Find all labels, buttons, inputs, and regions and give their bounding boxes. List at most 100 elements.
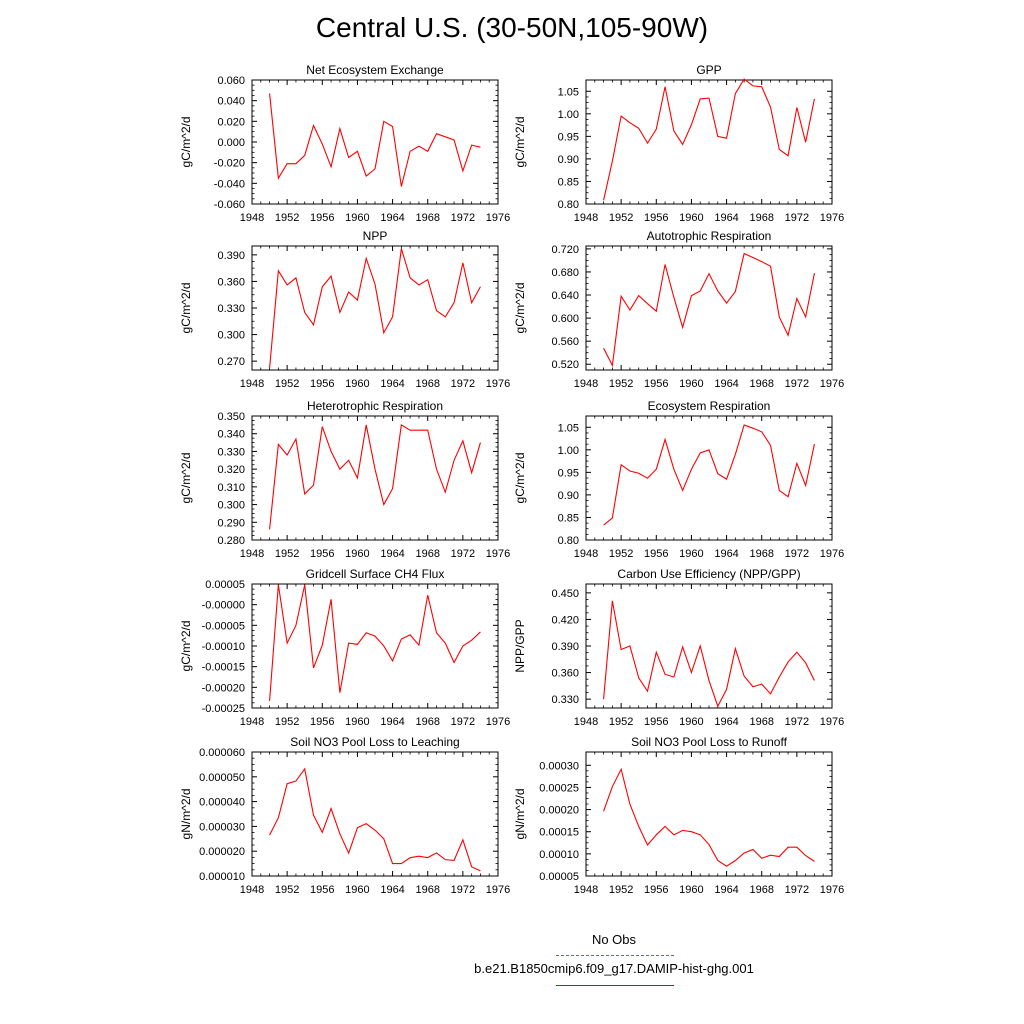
chart-panel-1: GPP gC/m^2/d 1948 1952 1956 1960 1964 1968 1972 1… (513, 63, 844, 224)
legend-line-no-obs (556, 955, 674, 956)
x-tick-label: 1968 (749, 884, 773, 896)
y-axis-label: gC/m^2/d (513, 283, 527, 334)
page-title: Central U.S. (30-50N,105-90W) (315, 12, 709, 43)
legend-label-no-obs: No Obs (591, 932, 637, 947)
y-tick-label: 0.350 (217, 411, 245, 423)
y-tick-label: 0.390 (551, 641, 579, 653)
x-tick-label: 1972 (785, 884, 809, 896)
y-tick-label: 0.360 (217, 276, 245, 288)
x-tick-label: 1952 (275, 716, 299, 728)
x-tick-label: 1948 (574, 716, 598, 728)
y-tick-label: 0.00025 (539, 782, 579, 794)
y-tick-label: 0.720 (551, 244, 579, 256)
x-tick-label: 1976 (820, 548, 844, 560)
y-tick-label: -0.00000 (202, 600, 245, 612)
x-tick-label: 1964 (714, 548, 738, 560)
y-tick-label: 0.000050 (199, 772, 245, 784)
y-tick-label: 0.060 (217, 75, 245, 87)
y-tick-label: 0.00030 (539, 760, 579, 772)
series-line-0 (269, 423, 481, 530)
x-tick-label: 1972 (785, 212, 809, 224)
x-tick-label: 1968 (415, 378, 439, 390)
y-tick-label: 0.420 (551, 614, 579, 626)
x-tick-label: 1976 (486, 548, 510, 560)
x-tick-label: 1968 (749, 716, 773, 728)
x-tick-label: 1948 (240, 212, 264, 224)
x-tick-label: 1972 (785, 716, 809, 728)
y-tick-label: 0.340 (217, 429, 245, 441)
x-tick-label: 1972 (451, 548, 475, 560)
x-tick-label: 1964 (380, 212, 404, 224)
x-tick-label: 1952 (275, 378, 299, 390)
y-tick-label: 0.000060 (199, 747, 245, 759)
y-tick-label: 0.00005 (205, 579, 245, 591)
y-tick-label: 0.280 (217, 535, 245, 547)
y-tick-label: 1.00 (558, 109, 579, 121)
y-tick-label: 0.000030 (199, 821, 245, 833)
x-tick-label: 1956 (310, 548, 334, 560)
y-tick-label: 0.270 (217, 356, 245, 368)
y-axis-label: gC/m^2/d (179, 453, 193, 504)
y-tick-label: -0.060 (214, 199, 245, 211)
chart-title: Autotrophic Respiration (647, 229, 772, 243)
x-tick-label: 1976 (820, 884, 844, 896)
y-tick-label: 0.640 (551, 290, 579, 302)
y-axis-label: NPP/GPP (513, 619, 527, 672)
x-tick-label: 1976 (486, 716, 510, 728)
x-tick-label: 1968 (415, 884, 439, 896)
x-tick-label: 1960 (679, 378, 703, 390)
x-tick-label: 1968 (415, 716, 439, 728)
y-tick-label: 0.90 (558, 154, 579, 166)
x-tick-label: 1976 (486, 378, 510, 390)
chart-title: Soil NO3 Pool Loss to Runoff (631, 735, 788, 749)
y-tick-label: 0.020 (217, 116, 245, 128)
chart-title: Net Ecosystem Exchange (306, 63, 444, 77)
y-tick-label: 0.95 (558, 131, 579, 143)
series-line-0 (603, 424, 815, 526)
x-tick-label: 1956 (310, 884, 334, 896)
x-tick-label: 1972 (451, 212, 475, 224)
plot-frame (251, 583, 499, 709)
x-tick-label: 1952 (609, 716, 633, 728)
y-tick-label: 1.05 (558, 422, 579, 434)
x-tick-label: 1964 (380, 716, 404, 728)
x-tick-label: 1960 (679, 716, 703, 728)
y-tick-label: 0.520 (551, 359, 579, 371)
x-tick-label: 1948 (240, 548, 264, 560)
x-tick-label: 1948 (574, 548, 598, 560)
y-tick-label: 1.00 (558, 445, 579, 457)
x-tick-label: 1948 (240, 716, 264, 728)
y-tick-label: 0.000020 (199, 846, 245, 858)
legend-line-run (556, 985, 674, 986)
x-tick-label: 1972 (785, 378, 809, 390)
x-tick-label: 1964 (380, 548, 404, 560)
series-line-0 (603, 600, 815, 708)
x-tick-label: 1964 (380, 378, 404, 390)
y-tick-label: 0.390 (217, 250, 245, 262)
y-tick-label: -0.040 (214, 178, 245, 190)
y-tick-label: 0.300 (217, 500, 245, 512)
y-tick-label: 0.85 (558, 176, 579, 188)
x-tick-label: 1952 (609, 212, 633, 224)
x-tick-label: 1952 (609, 548, 633, 560)
chart-panel-9: Soil NO3 Pool Loss to Runoff gN/m^2/d 1948… (513, 735, 844, 896)
x-tick-label: 1948 (240, 378, 264, 390)
x-tick-label: 1968 (749, 212, 773, 224)
y-tick-label: 0.00005 (539, 871, 579, 883)
chart-title: Soil NO3 Pool Loss to Leaching (290, 735, 459, 749)
x-tick-label: 1964 (714, 716, 738, 728)
x-tick-label: 1968 (749, 548, 773, 560)
chart-panel-7: Carbon Use Efficiency (NPP/GPP) NPP/GPP 19… (513, 567, 844, 728)
y-axis-label: gC/m^2/d (179, 117, 193, 168)
x-tick-label: 1948 (574, 378, 598, 390)
x-tick-label: 1956 (644, 378, 668, 390)
chart-panel-8: Soil NO3 Pool Loss to Leaching gN/m^2/d 19… (179, 735, 510, 896)
y-tick-label: 0.00010 (539, 849, 579, 861)
y-tick-label: 0.330 (217, 303, 245, 315)
x-tick-label: 1964 (714, 884, 738, 896)
chart-title: Heterotrophic Respiration (307, 399, 443, 413)
chart-panel-4: Heterotrophic Respiration gC/m^2/d 1948 195… (179, 399, 510, 560)
x-tick-label: 1964 (714, 378, 738, 390)
plot-frame (585, 751, 833, 877)
